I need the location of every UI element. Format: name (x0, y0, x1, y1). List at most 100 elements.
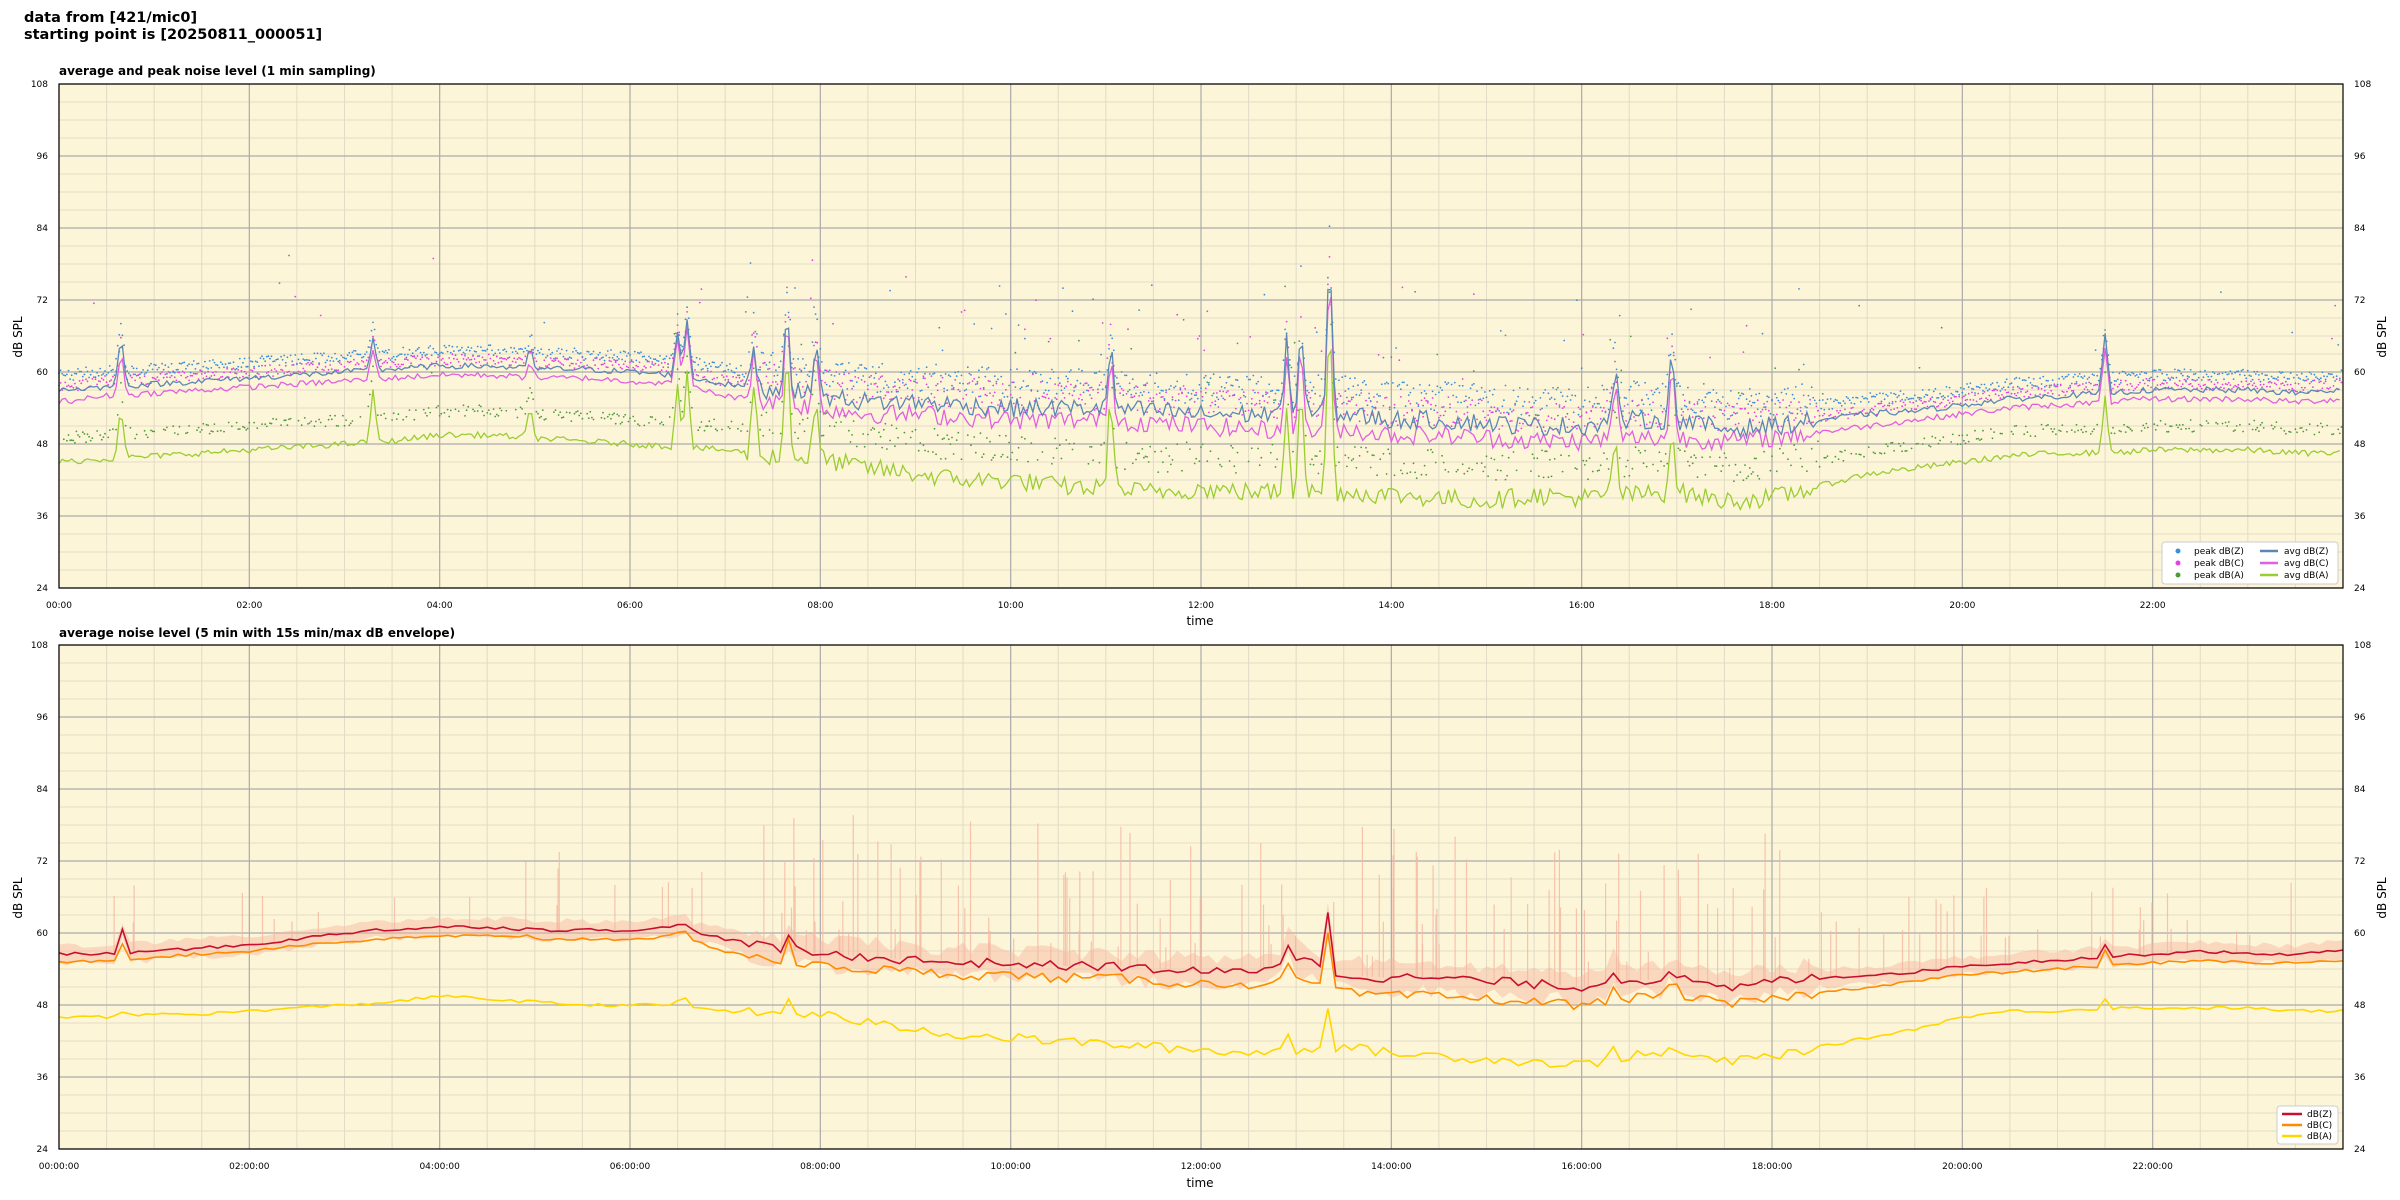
peak-dot (438, 355, 441, 357)
peak-dot (2224, 421, 2227, 424)
peak-dot (1255, 402, 1258, 405)
peak-dot (1631, 400, 1634, 403)
peak-dot (802, 418, 804, 421)
peak-dot (248, 357, 251, 359)
peak-dot (426, 353, 428, 356)
peak-dot (1025, 385, 1028, 388)
peak-dot (2153, 423, 2156, 426)
peak-dot (120, 381, 122, 384)
peak-dot (1844, 408, 1846, 411)
peak-dot (1958, 434, 1961, 437)
peak-dot (1357, 384, 1359, 387)
peak-dot (254, 360, 257, 363)
peak-dot (437, 405, 439, 407)
peak-dot (1809, 403, 1811, 405)
peak-dot (2093, 374, 2095, 377)
peak-dot (1607, 408, 1610, 411)
peak-dot (1901, 405, 1903, 408)
peak-dot (1162, 396, 1164, 398)
peak-dot (1847, 417, 1849, 420)
peak-dot (797, 437, 799, 440)
peak-dot (2161, 372, 2164, 375)
peak-dot (886, 391, 888, 393)
peak-dot (1833, 416, 1835, 418)
peak-dot (1398, 359, 1401, 362)
peak-dot (397, 363, 400, 366)
peak-dot (1593, 403, 1596, 405)
peak-dot (941, 438, 944, 441)
peak-dot (897, 390, 899, 393)
peak-dot (2010, 392, 2013, 395)
peak-dot (914, 428, 917, 431)
peak-dot (947, 438, 950, 441)
peak-dot (1675, 385, 1678, 387)
peak-dot (817, 402, 820, 405)
peak-dot (2123, 371, 2126, 373)
peak-dot (1798, 368, 1800, 371)
peak-dot (741, 373, 744, 376)
peak-dot (854, 369, 857, 372)
peak-dot (575, 411, 577, 413)
peak-dot (565, 358, 568, 361)
peak-dot (318, 363, 320, 366)
peak-dot (1217, 398, 1220, 401)
peak-dot (2273, 382, 2276, 385)
x-tick-label: 22:00:00 (2132, 1162, 2173, 1172)
peak-dot (1444, 468, 1447, 471)
peak-dot (505, 350, 508, 353)
peak-dot (986, 437, 988, 439)
peak-dot (951, 384, 953, 387)
peak-dot (1176, 380, 1179, 383)
peak-dot (1856, 397, 1859, 399)
peak-dot (1750, 473, 1753, 475)
peak-dot (611, 364, 614, 367)
peak-dot (1001, 383, 1004, 385)
peak-dot (457, 360, 460, 363)
peak-dot (960, 458, 963, 461)
peak-dot (329, 360, 332, 362)
peak-dot (1158, 392, 1161, 394)
peak-dot (1087, 384, 1090, 386)
peak-dot (854, 376, 857, 378)
peak-dot (2020, 390, 2022, 393)
peak-dot (1276, 458, 1278, 461)
peak-dot (1991, 437, 1994, 440)
peak-dot (592, 350, 595, 353)
peak-dot (1920, 397, 1922, 400)
peak-dot (1327, 276, 1329, 279)
peak-dot (1674, 358, 1677, 361)
peak-dot (1171, 396, 1174, 399)
peak-dot (1774, 403, 1777, 405)
peak-dot (2294, 390, 2297, 393)
peak-dot (2175, 383, 2178, 386)
peak-dot (245, 429, 248, 431)
peak-dot (2137, 376, 2140, 379)
peak-dot (1453, 381, 1456, 384)
peak-dot (1655, 388, 1658, 391)
peak-dot (1455, 410, 1458, 413)
peak-dot (1198, 383, 1201, 386)
peak-dot (832, 380, 834, 383)
peak-dot (792, 358, 795, 360)
peak-dot (851, 434, 853, 436)
peak-dot (1775, 396, 1778, 399)
legend-label: dB(C) (2307, 1121, 2332, 1131)
peak-dot (1039, 381, 1042, 383)
peak-dot (311, 360, 314, 363)
peak-dot (879, 376, 882, 379)
peak-dot (1945, 404, 1948, 407)
peak-dot (676, 313, 679, 315)
peak-dot (619, 422, 622, 425)
peak-dot (668, 357, 671, 360)
peak-dot (982, 388, 985, 390)
peak-dot (1723, 409, 1726, 412)
peak-dot (1327, 283, 1329, 286)
peak-dot (2026, 384, 2029, 387)
peak-dot (1239, 397, 1242, 399)
peak-dot (1660, 423, 1662, 425)
peak-dot (721, 374, 723, 376)
peak-dot (2318, 431, 2321, 434)
peak-dot (308, 359, 311, 362)
peak-dot (1241, 414, 1244, 416)
peak-dot (1675, 382, 1678, 385)
